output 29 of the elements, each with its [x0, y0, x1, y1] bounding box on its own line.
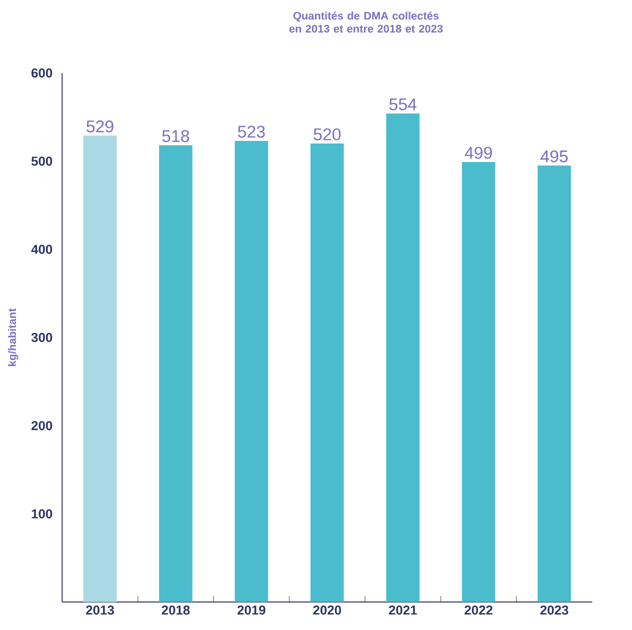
y-axis-title: kg/habitant	[8, 308, 18, 366]
y-tick-label: 500	[31, 156, 52, 166]
data-label: 529	[86, 120, 114, 132]
bar	[538, 166, 571, 602]
bar	[462, 162, 496, 602]
data-label: 523	[238, 126, 265, 138]
bar	[159, 145, 192, 602]
y-tick-label: 600	[32, 68, 52, 78]
x-tick-label: 2019	[237, 606, 266, 615]
x-tick-label: 2020	[313, 606, 342, 615]
y-tick-label: 400	[31, 244, 52, 254]
bar	[386, 114, 420, 602]
x-tick-label: 2022	[464, 606, 492, 615]
data-label: 499	[464, 146, 492, 159]
x-tick-label: 2023	[540, 606, 568, 615]
data-label: 520	[314, 128, 341, 140]
data-label: 518	[162, 130, 190, 142]
x-tick-label: 2021	[388, 606, 417, 615]
data-label: 495	[540, 150, 568, 162]
bar	[234, 140, 268, 602]
y-tick-label: 200	[31, 421, 52, 430]
y-tick-label: 100	[32, 509, 52, 518]
x-tick-label: 2013	[86, 606, 114, 615]
bar	[310, 144, 344, 602]
data-label: 554	[389, 98, 416, 110]
y-tick-label: 300	[31, 332, 52, 342]
bar	[83, 136, 117, 602]
x-tick-label: 2018	[162, 606, 190, 615]
chart-title: Quantités de DMA collectés en 2013 et entre 2018 et 2023	[289, 12, 443, 33]
